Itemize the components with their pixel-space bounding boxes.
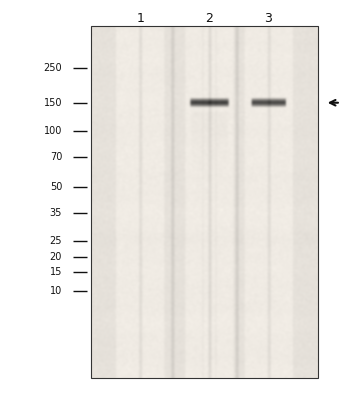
Text: 100: 100 — [44, 126, 62, 136]
Text: 2: 2 — [205, 12, 213, 24]
Text: 3: 3 — [264, 12, 272, 24]
Text: 50: 50 — [50, 182, 62, 192]
Bar — [91, 26, 318, 378]
Text: 35: 35 — [50, 208, 62, 218]
Text: 1: 1 — [137, 12, 144, 24]
Text: 25: 25 — [50, 236, 62, 246]
Text: 250: 250 — [44, 62, 62, 72]
Text: 70: 70 — [50, 152, 62, 162]
Text: 10: 10 — [50, 286, 62, 296]
Text: 20: 20 — [50, 252, 62, 262]
Text: 150: 150 — [44, 98, 62, 108]
Text: 15: 15 — [50, 267, 62, 278]
